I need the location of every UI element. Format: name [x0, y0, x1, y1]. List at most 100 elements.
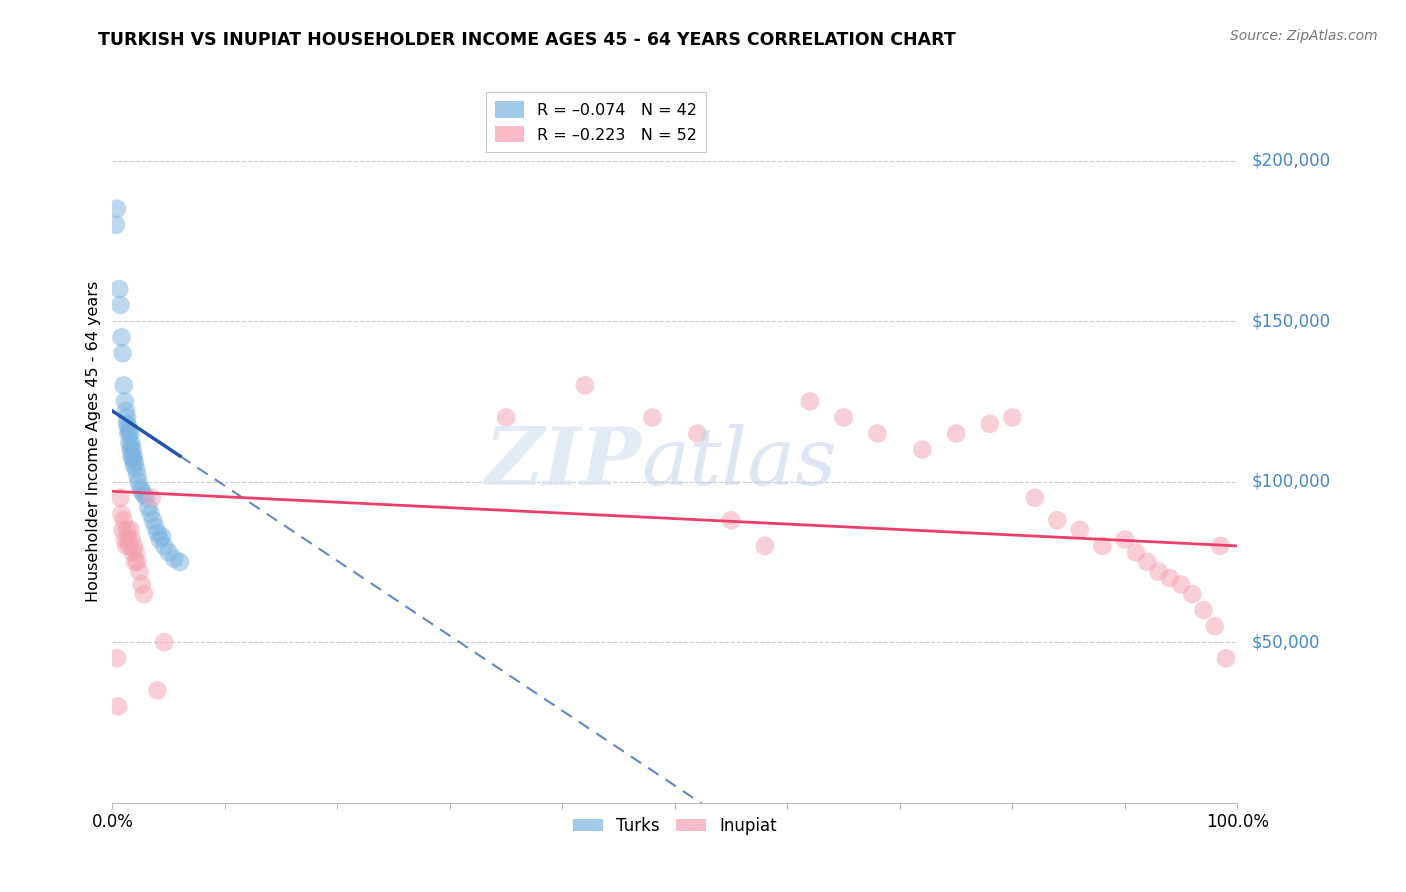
Point: [111, 346, 134, 360]
Point: [117, 426, 139, 441]
Point: [641, 410, 664, 425]
Point: [127, 468, 149, 483]
Text: ZIP: ZIP: [484, 425, 641, 502]
Point: [105, 202, 128, 216]
Point: [1215, 651, 1237, 665]
Point: [104, 218, 127, 232]
Text: $200,000: $200,000: [1251, 152, 1330, 169]
Point: [128, 565, 150, 579]
Point: [114, 533, 136, 547]
Point: [911, 442, 934, 457]
Point: [117, 420, 139, 434]
Point: [1136, 555, 1159, 569]
Point: [131, 577, 153, 591]
Point: [118, 423, 141, 437]
Point: [114, 394, 136, 409]
Point: [107, 699, 129, 714]
Point: [110, 330, 132, 344]
Point: [169, 555, 191, 569]
Y-axis label: Householder Income Ages 45 - 64 years: Householder Income Ages 45 - 64 years: [86, 281, 101, 602]
Point: [115, 417, 138, 431]
Point: [1125, 545, 1147, 559]
Point: [720, 513, 742, 527]
Point: [121, 545, 143, 559]
Point: [1091, 539, 1114, 553]
Point: [112, 378, 135, 392]
Point: [1204, 619, 1226, 633]
Point: [111, 523, 134, 537]
Point: [120, 426, 142, 441]
Point: [125, 462, 148, 476]
Point: [124, 455, 146, 469]
Point: [132, 487, 155, 501]
Point: [129, 481, 152, 495]
Point: [1001, 410, 1024, 425]
Point: [122, 539, 145, 553]
Point: [121, 442, 143, 457]
Point: [122, 449, 145, 463]
Point: [121, 436, 143, 450]
Point: [1159, 571, 1181, 585]
Text: Source: ZipAtlas.com: Source: ZipAtlas.com: [1230, 29, 1378, 43]
Point: [110, 507, 132, 521]
Point: [495, 410, 517, 425]
Point: [127, 475, 149, 489]
Point: [686, 426, 709, 441]
Point: [945, 426, 967, 441]
Point: [122, 458, 145, 473]
Point: [1069, 523, 1091, 537]
Point: [139, 507, 162, 521]
Point: [121, 452, 143, 467]
Point: [146, 526, 169, 541]
Point: [121, 533, 143, 547]
Point: [110, 491, 132, 505]
Text: $50,000: $50,000: [1251, 633, 1320, 651]
Text: TURKISH VS INUPIAT HOUSEHOLDER INCOME AGES 45 - 64 YEARS CORRELATION CHART: TURKISH VS INUPIAT HOUSEHOLDER INCOME AG…: [98, 31, 956, 49]
Point: [115, 410, 138, 425]
Text: $150,000: $150,000: [1251, 312, 1330, 330]
Point: [1181, 587, 1204, 601]
Point: [110, 298, 132, 312]
Point: [115, 539, 138, 553]
Text: atlas: atlas: [641, 425, 837, 502]
Point: [1046, 513, 1069, 527]
Point: [1170, 577, 1192, 591]
Point: [157, 545, 180, 559]
Point: [1114, 533, 1136, 547]
Point: [127, 555, 149, 569]
Point: [125, 545, 148, 559]
Point: [121, 449, 143, 463]
Point: [149, 533, 172, 547]
Text: $100,000: $100,000: [1251, 473, 1330, 491]
Legend: Turks, Inupiat: Turks, Inupiat: [567, 810, 783, 841]
Point: [120, 442, 142, 457]
Point: [118, 539, 141, 553]
Point: [153, 635, 176, 649]
Point: [117, 533, 139, 547]
Point: [132, 587, 155, 601]
Point: [754, 539, 776, 553]
Point: [112, 513, 135, 527]
Point: [1192, 603, 1215, 617]
Point: [163, 551, 186, 566]
Point: [1147, 565, 1170, 579]
Point: [124, 555, 146, 569]
Point: [832, 410, 855, 425]
Point: [115, 523, 138, 537]
Point: [150, 529, 173, 543]
Point: [799, 394, 821, 409]
Point: [153, 539, 176, 553]
Point: [120, 523, 142, 537]
Point: [118, 436, 141, 450]
Point: [979, 417, 1001, 431]
Point: [866, 426, 889, 441]
Point: [142, 513, 165, 527]
Point: [1209, 539, 1232, 553]
Point: [574, 378, 596, 392]
Point: [108, 282, 131, 296]
Point: [141, 491, 163, 505]
Point: [143, 519, 166, 533]
Point: [115, 404, 138, 418]
Point: [1024, 491, 1046, 505]
Point: [138, 500, 160, 515]
